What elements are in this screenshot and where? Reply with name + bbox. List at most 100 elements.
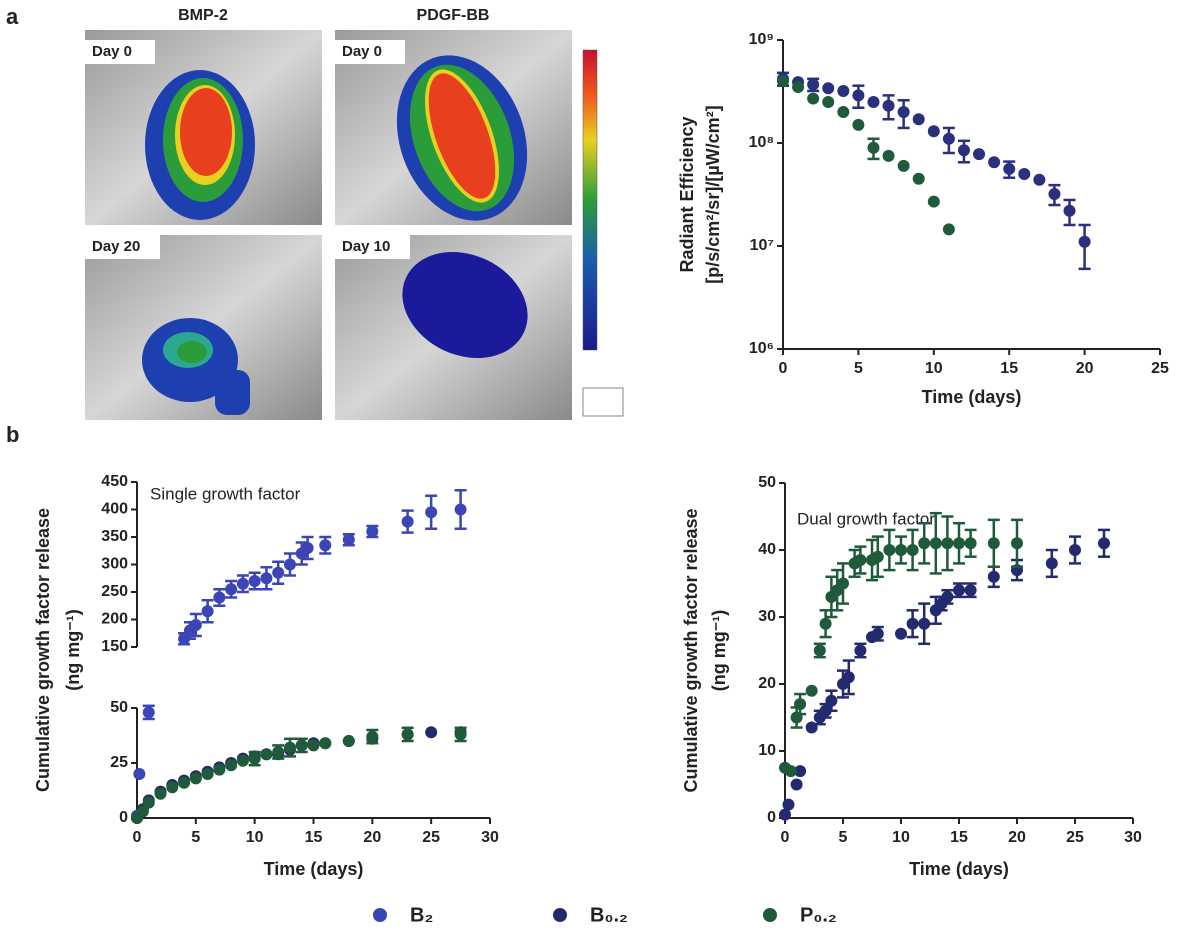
data-point xyxy=(201,768,214,780)
data-point xyxy=(813,644,826,657)
x-axis-label: Time (days) xyxy=(922,387,1022,407)
data-point xyxy=(401,515,414,528)
data-point xyxy=(807,92,820,105)
data-point xyxy=(825,694,838,707)
y-tick-label: 10⁶ xyxy=(749,340,774,357)
y-tick-label: 400 xyxy=(101,501,128,518)
day-labels xyxy=(85,40,410,259)
data-point xyxy=(342,533,355,546)
data-point xyxy=(973,148,986,161)
data-point xyxy=(319,539,332,552)
y-tick-label: 200 xyxy=(101,611,128,628)
data-point xyxy=(142,706,155,719)
y-tick-label: 10 xyxy=(758,742,776,759)
data-point xyxy=(897,159,910,172)
x-tick-label: 5 xyxy=(839,829,848,846)
x-tick-label: 20 xyxy=(1076,360,1094,377)
y-tick-label: 10⁸ xyxy=(749,134,774,151)
data-point xyxy=(425,726,438,739)
data-point xyxy=(854,554,867,567)
y-tick-label: 50 xyxy=(110,699,128,716)
data-point xyxy=(807,78,820,91)
image-label: Day 20 xyxy=(92,238,140,255)
x-tick-label: 5 xyxy=(191,829,200,846)
data-point xyxy=(319,737,332,750)
data-point xyxy=(912,172,925,185)
data-point xyxy=(794,765,807,778)
data-point xyxy=(987,537,1000,550)
y-axis-label: (ng mg⁻¹) xyxy=(63,609,83,690)
x-axis-label: Time (days) xyxy=(909,859,1009,879)
data-point xyxy=(854,644,867,657)
data-point xyxy=(272,746,285,758)
image-bmp2-day0 xyxy=(85,30,322,225)
data-point xyxy=(942,132,955,145)
data-point xyxy=(819,617,832,630)
annotation: Dual growth factor xyxy=(797,509,935,528)
data-point xyxy=(133,768,146,780)
y-tick-label: 25 xyxy=(110,754,128,771)
data-point xyxy=(225,583,238,596)
data-point xyxy=(1011,537,1023,550)
image-column-title: PDGF-BB xyxy=(417,7,490,24)
data-point xyxy=(342,735,355,747)
data-point xyxy=(779,808,791,821)
image-column-title: BMP-2 xyxy=(178,7,228,24)
panel-label: b xyxy=(6,422,19,447)
y-axis-label: Radiant Efficiency xyxy=(677,116,697,272)
data-point xyxy=(454,503,467,516)
legend-marker xyxy=(763,908,777,922)
data-point xyxy=(425,506,438,519)
x-tick-label: 20 xyxy=(363,829,381,846)
data-point xyxy=(1003,162,1016,175)
data-point xyxy=(283,558,296,571)
y-axis-label: Cumulative growth factor release xyxy=(681,508,701,792)
x-tick-label: 0 xyxy=(779,360,788,377)
y-tick-label: 150 xyxy=(101,638,128,655)
data-point xyxy=(454,728,467,741)
image-label: Day 0 xyxy=(92,43,132,60)
data-point xyxy=(1078,235,1091,248)
data-point xyxy=(852,118,865,131)
data-point xyxy=(213,763,226,776)
data-point xyxy=(918,617,931,630)
data-point xyxy=(1018,168,1031,181)
x-tick-label: 15 xyxy=(950,829,968,846)
data-point xyxy=(1063,204,1076,217)
y-axis-label: Cumulative growth factor release xyxy=(33,508,53,792)
y-tick-label: 350 xyxy=(101,528,128,545)
data-point xyxy=(1098,537,1110,550)
data-point xyxy=(987,570,1000,583)
panel-label: a xyxy=(6,4,19,29)
data-point xyxy=(401,728,414,741)
data-point xyxy=(283,741,296,754)
data-point xyxy=(882,149,895,162)
data-point xyxy=(260,748,273,761)
data-point xyxy=(777,74,789,87)
data-point xyxy=(953,584,965,597)
data-point xyxy=(871,550,884,563)
data-point xyxy=(260,572,273,585)
data-point xyxy=(1033,173,1046,186)
x-tick-label: 25 xyxy=(1151,360,1169,377)
data-point xyxy=(272,566,285,579)
data-point xyxy=(895,627,907,640)
y-tick-label: 20 xyxy=(758,675,776,692)
data-point xyxy=(822,96,835,109)
legend: B₂ B₀.₂ P₀.₂ xyxy=(373,904,837,926)
data-point xyxy=(867,96,880,109)
data-point xyxy=(882,99,895,112)
legend-marker xyxy=(373,908,387,922)
data-point xyxy=(1048,187,1061,200)
data-point xyxy=(837,577,849,590)
data-point xyxy=(142,796,155,809)
y-tick-label: 40 xyxy=(758,541,776,558)
x-tick-label: 15 xyxy=(1000,360,1018,377)
colorbar xyxy=(582,49,598,351)
data-point xyxy=(790,778,803,791)
y-tick-label: 0 xyxy=(767,809,776,826)
image-bmp2-day20 xyxy=(85,235,322,420)
data-point xyxy=(248,575,261,587)
x-tick-label: 10 xyxy=(925,360,943,377)
